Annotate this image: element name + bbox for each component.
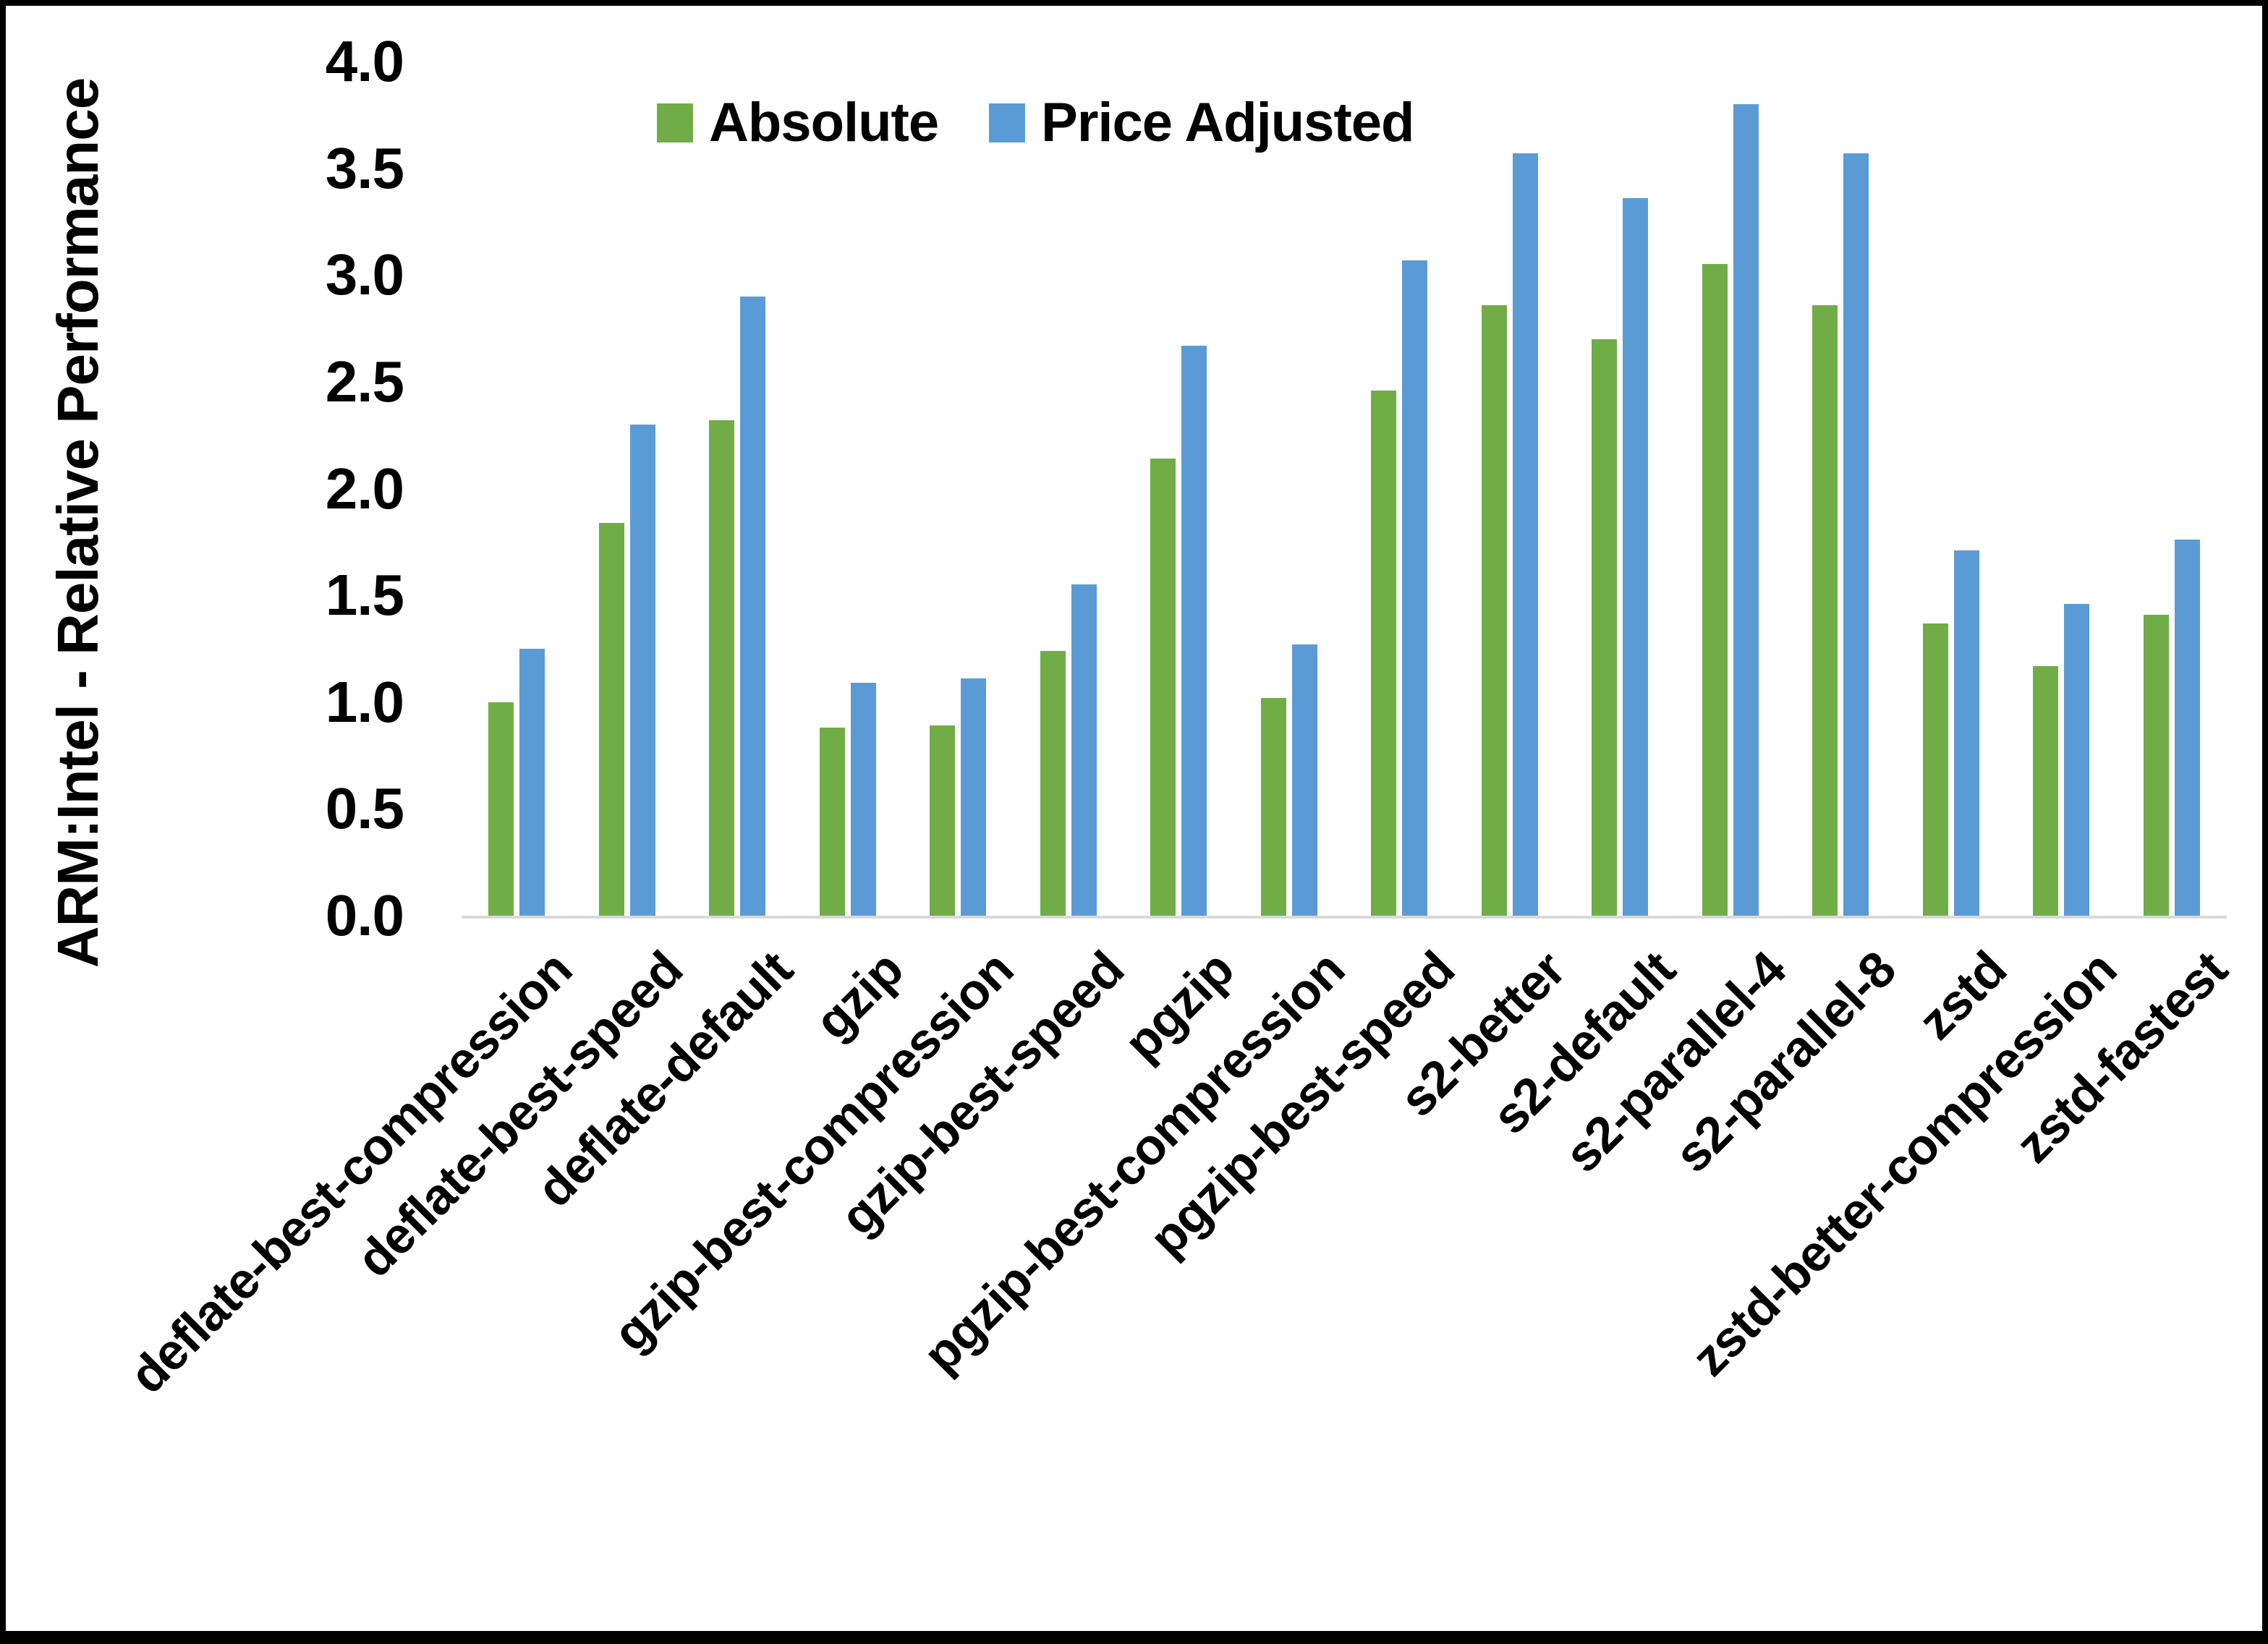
bar-price-adjusted-deflate-best-compression <box>519 649 545 916</box>
bar-group-deflate-best-speed <box>572 61 683 916</box>
bar-price-adjusted-pgzip-best-speed <box>1402 260 1428 916</box>
bar-price-adjusted-zstd <box>1953 550 1979 916</box>
legend-swatch-price-adjusted <box>989 103 1026 142</box>
y-tick-label: 3.5 <box>325 135 404 200</box>
bar-group-zstd-fastest <box>2117 61 2227 916</box>
bar-group-zstd-better-compression <box>2006 61 2117 916</box>
bar-absolute-pgzip-best-compression <box>1260 698 1286 916</box>
bar-price-adjusted-pgzip <box>1181 346 1207 916</box>
y-tick-label: 4.0 <box>325 29 404 93</box>
bar-group-s2-parallel-4 <box>1675 61 1786 916</box>
bar-price-adjusted-s2-parallel-8 <box>1843 153 1869 916</box>
bar-group-pgzip-best-speed <box>1344 61 1455 916</box>
bar-absolute-zstd-better-compression <box>2033 666 2059 916</box>
bar-price-adjusted-s2-better <box>1512 153 1538 916</box>
bar-absolute-deflate-best-speed <box>598 523 624 916</box>
bar-group-s2-default <box>1565 61 1675 916</box>
plot-area <box>462 61 2227 919</box>
bar-absolute-s2-better <box>1481 305 1507 916</box>
y-tick-label: 3.0 <box>325 242 404 307</box>
bar-group-deflate-best-compression <box>462 61 572 916</box>
bar-price-adjusted-s2-parallel-4 <box>1733 104 1759 916</box>
bar-group-pgzip-best-compression <box>1234 61 1345 916</box>
bar-absolute-pgzip-best-speed <box>1371 391 1397 916</box>
bar-absolute-gzip-best-compression <box>930 725 956 916</box>
bar-absolute-s2-default <box>1592 339 1618 916</box>
x-label-deflate-best-compression: deflate-best-compression <box>119 940 583 1405</box>
legend-label-absolute: Absolute <box>709 92 939 153</box>
bar-group-gzip-best-speed <box>1014 61 1124 916</box>
bar-absolute-zstd-fastest <box>2143 615 2169 916</box>
bar-price-adjusted-zstd-better-compression <box>2064 604 2090 916</box>
bar-price-adjusted-deflate-best-speed <box>629 425 655 916</box>
legend-label-price-adjusted: Price Adjusted <box>1041 92 1414 153</box>
bar-price-adjusted-deflate-default <box>740 297 766 916</box>
bar-absolute-s2-parallel-8 <box>1812 305 1838 916</box>
bar-group-pgzip <box>1124 61 1234 916</box>
bar-price-adjusted-s2-default <box>1623 198 1649 916</box>
bar-group-zstd <box>1896 61 2007 916</box>
bar-absolute-deflate-best-compression <box>488 702 514 916</box>
bar-absolute-gzip-best-speed <box>1040 651 1066 916</box>
bar-price-adjusted-gzip-best-compression <box>961 678 987 916</box>
bar-price-adjusted-zstd-fastest <box>2174 540 2200 916</box>
legend-item-price-adjusted: Price Adjusted <box>989 91 1414 154</box>
bar-absolute-deflate-default <box>709 420 735 916</box>
y-tick-label: 1.0 <box>325 669 404 734</box>
y-tick-label: 0.5 <box>325 776 404 841</box>
bar-absolute-gzip <box>819 728 845 916</box>
legend: Absolute Price Adjusted <box>657 91 1414 154</box>
bar-absolute-pgzip <box>1150 459 1176 916</box>
bar-group-gzip-best-compression <box>903 61 1014 916</box>
y-tick-label: 2.0 <box>325 456 404 521</box>
bar-group-gzip <box>793 61 904 916</box>
bar-price-adjusted-gzip-best-speed <box>1071 584 1097 916</box>
bar-group-s2-better <box>1455 61 1566 916</box>
legend-item-absolute: Absolute <box>657 91 939 154</box>
bar-price-adjusted-gzip <box>850 683 876 916</box>
y-tick-label: 0.0 <box>325 883 404 947</box>
y-tick-label: 1.5 <box>325 563 404 628</box>
bar-group-s2-parallel-8 <box>1785 61 1896 916</box>
bar-absolute-zstd <box>1922 623 1948 916</box>
y-axis-title: ARM:Intel - Relative Performance <box>46 77 110 968</box>
bar-absolute-s2-parallel-4 <box>1702 264 1728 916</box>
bar-group-deflate-default <box>682 61 793 916</box>
y-tick-label: 2.5 <box>325 349 404 414</box>
bar-price-adjusted-pgzip-best-compression <box>1291 644 1317 916</box>
legend-swatch-absolute <box>657 103 693 142</box>
